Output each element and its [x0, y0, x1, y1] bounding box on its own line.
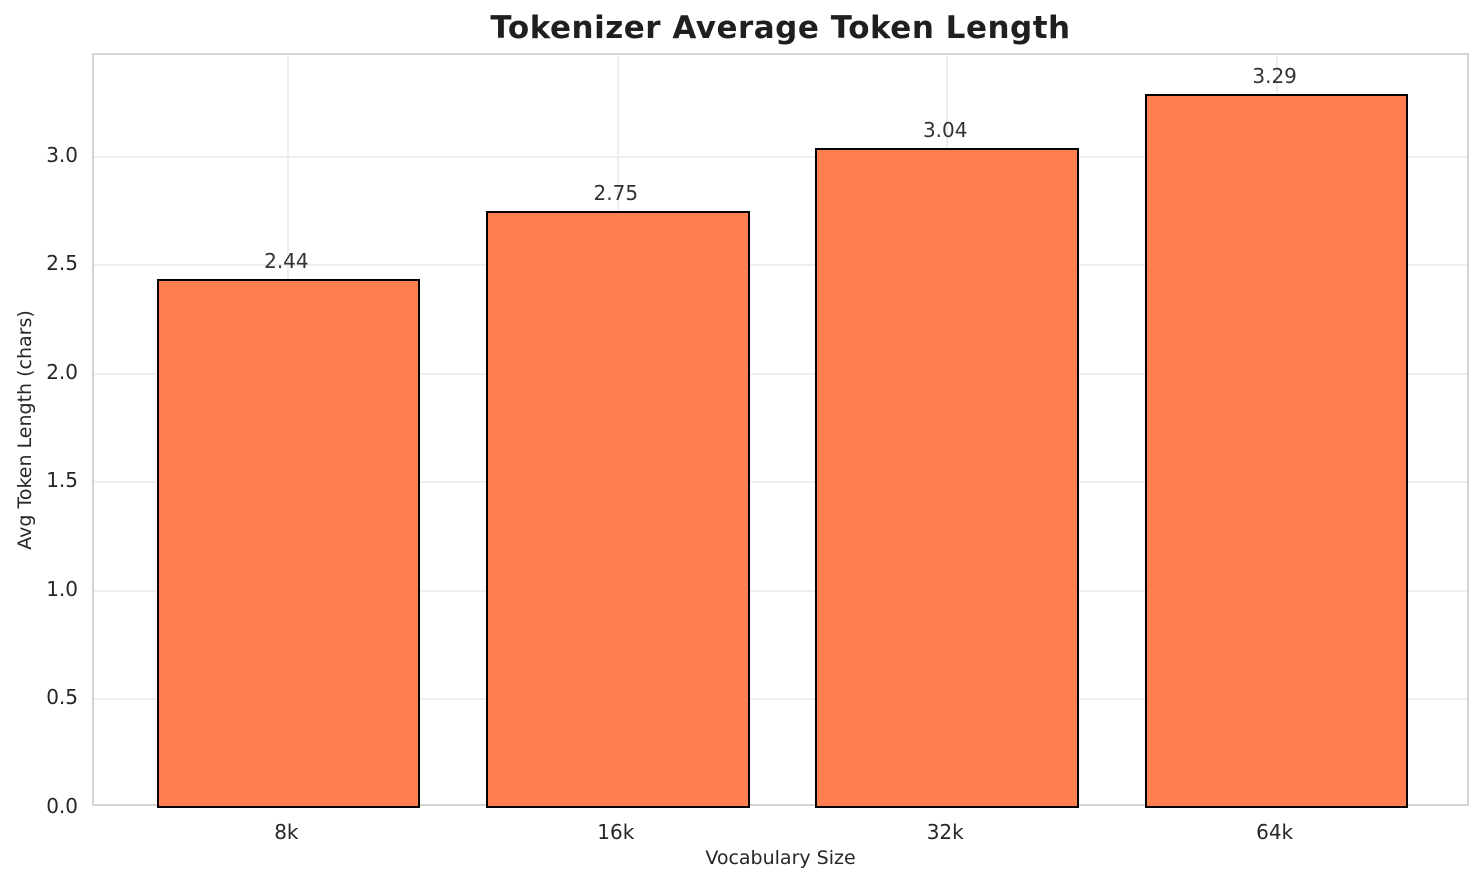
bar-8k	[156, 278, 421, 808]
bar-16k	[486, 211, 750, 808]
x-axis-title: Vocabulary Size	[705, 847, 856, 869]
chart-title: Tokenizer Average Token Length	[490, 10, 1071, 46]
x-tick-label: 8k	[274, 820, 299, 844]
gridline-horizontal	[94, 698, 1467, 701]
x-tick-label: 64k	[1256, 820, 1294, 844]
y-tick-label: 1.0	[46, 576, 78, 601]
y-tick-label: 0.5	[46, 685, 78, 710]
bar-32k	[815, 148, 1079, 808]
bar-value-label: 2.44	[264, 248, 309, 273]
gridline-horizontal	[94, 264, 1467, 267]
bar-value-label: 2.75	[593, 181, 639, 206]
plot-area	[92, 53, 1469, 808]
y-tick-label: 2.5	[46, 251, 78, 276]
bar-value-label: 3.29	[1252, 64, 1297, 89]
bar-value-label: 3.04	[922, 118, 968, 143]
bar-64k	[1144, 94, 1409, 808]
x-tick-label: 16k	[597, 820, 635, 844]
y-axis-title: Avg Token Length (chars)	[14, 310, 36, 550]
gridline-horizontal	[94, 155, 1467, 158]
gridline-horizontal	[94, 481, 1467, 484]
gridline-horizontal	[94, 372, 1467, 375]
y-tick-label: 2.0	[46, 359, 78, 384]
y-tick-label: 1.5	[46, 468, 78, 493]
y-tick-label: 3.0	[46, 142, 78, 167]
gridline-horizontal	[94, 589, 1467, 592]
y-tick-label: 0.0	[46, 794, 78, 818]
x-tick-label: 32k	[926, 820, 964, 844]
